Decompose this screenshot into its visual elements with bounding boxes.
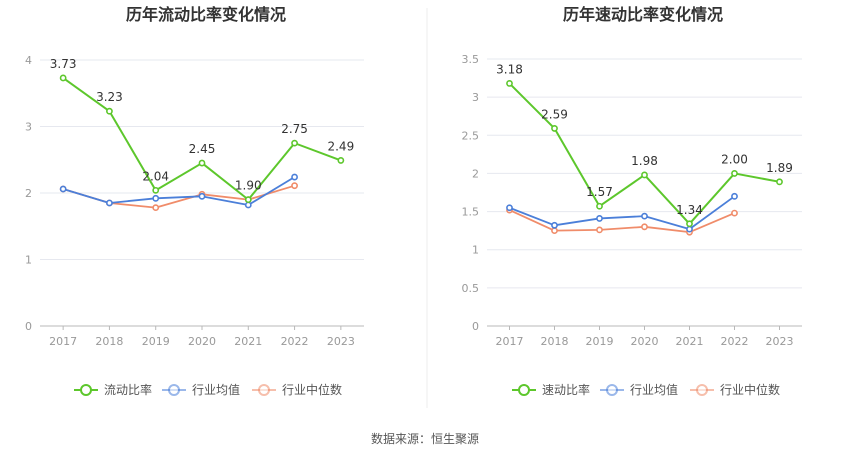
x-tick-label: 2018 bbox=[95, 335, 123, 348]
main-series-point bbox=[337, 157, 345, 164]
x-tick-label: 2019 bbox=[142, 335, 170, 348]
x-tick-label: 2023 bbox=[327, 335, 355, 348]
x-tick-label: 2022 bbox=[281, 335, 309, 348]
legend-label: 速动比率 bbox=[542, 382, 590, 397]
y-tick-label: 2 bbox=[25, 187, 32, 200]
x-tick-label: 2020 bbox=[631, 335, 659, 348]
y-tick-label: 3.5 bbox=[462, 53, 480, 66]
data-label: 2.59 bbox=[541, 107, 568, 121]
y-tick-label: 2.5 bbox=[462, 129, 480, 142]
x-tick-label: 2018 bbox=[541, 335, 569, 348]
data-label: 3.23 bbox=[96, 90, 123, 104]
main-series-point bbox=[59, 74, 67, 82]
data-label: 1.89 bbox=[766, 161, 793, 175]
legend-swatch-marker bbox=[518, 384, 530, 396]
average-series-point bbox=[596, 215, 603, 222]
average-series-point bbox=[59, 185, 67, 193]
legend-label: 行业中位数 bbox=[720, 382, 780, 397]
main-series-point bbox=[106, 107, 113, 115]
x-tick-label: 2023 bbox=[766, 335, 794, 348]
main-series-point bbox=[776, 178, 783, 186]
y-tick-label: 4 bbox=[25, 54, 32, 67]
x-tick-label: 2021 bbox=[234, 335, 262, 348]
main-series-point bbox=[198, 159, 206, 167]
data-label: 3.73 bbox=[50, 57, 77, 71]
data-label: 3.18 bbox=[496, 62, 523, 76]
x-tick-label: 2022 bbox=[721, 335, 749, 348]
data-label: 1.34 bbox=[676, 203, 703, 217]
y-tick-label: 3 bbox=[472, 91, 479, 104]
median-series-point bbox=[152, 204, 160, 212]
quick-ratio-chart: 历年速动比率变化情况 0 0.5 1 1.5 2 2.5 3 3.5 2017 2018 2019 20… bbox=[462, 5, 802, 397]
median-series-point bbox=[731, 209, 738, 217]
chart-title: 历年速动比率变化情况 bbox=[563, 5, 723, 24]
average-series-point bbox=[641, 212, 648, 220]
main-series-point bbox=[551, 125, 558, 132]
average-series-line bbox=[62, 176, 296, 206]
main-series-point bbox=[244, 196, 252, 204]
data-label: 2.45 bbox=[189, 142, 216, 156]
median-series-point bbox=[641, 223, 648, 231]
average-series-point bbox=[291, 173, 298, 181]
chart-title: 历年流动比率变化情况 bbox=[126, 5, 286, 24]
average-series-point bbox=[506, 204, 513, 212]
legend-swatch-marker bbox=[696, 384, 708, 396]
data-label: 1.57 bbox=[586, 185, 613, 199]
data-label: 2.00 bbox=[721, 152, 748, 166]
legend-swatch-marker bbox=[258, 384, 270, 396]
average-series-point bbox=[152, 194, 160, 202]
main-series-point bbox=[291, 139, 298, 147]
y-tick-label: 3 bbox=[25, 121, 32, 134]
main-series-point bbox=[152, 186, 160, 194]
legend-swatch-marker bbox=[80, 384, 92, 396]
main-series-point bbox=[686, 220, 693, 228]
main-series-point bbox=[641, 171, 648, 179]
data-label: 2.04 bbox=[142, 169, 169, 183]
y-tick-label: 2 bbox=[472, 167, 479, 180]
average-series-point bbox=[106, 199, 113, 207]
y-tick-label: 0.5 bbox=[462, 282, 480, 295]
y-tick-label: 0 bbox=[472, 320, 479, 333]
x-tick-label: 2020 bbox=[188, 335, 216, 348]
legend-label: 流动比率 bbox=[104, 382, 152, 397]
data-label: 2.75 bbox=[281, 122, 308, 136]
average-series-point bbox=[731, 192, 738, 200]
data-label: 1.90 bbox=[235, 179, 262, 193]
median-series-point bbox=[551, 227, 558, 235]
legend-label: 行业均值 bbox=[192, 382, 240, 397]
legend-label: 行业均值 bbox=[630, 382, 678, 397]
median-series-point bbox=[291, 182, 298, 190]
average-series-line bbox=[509, 195, 736, 231]
main-series-point bbox=[596, 202, 603, 210]
main-series-point bbox=[731, 170, 738, 177]
x-tick-label: 2021 bbox=[676, 335, 704, 348]
main-series-point bbox=[506, 80, 513, 87]
data-label: 1.98 bbox=[631, 154, 658, 168]
legend-swatch-marker bbox=[168, 384, 180, 396]
x-tick-label: 2017 bbox=[49, 335, 77, 348]
source-note: 数据来源：恒生聚源 bbox=[371, 431, 479, 446]
y-tick-label: 0 bbox=[25, 320, 32, 333]
median-series-line bbox=[509, 209, 735, 234]
y-tick-label: 1.5 bbox=[462, 206, 480, 219]
data-label: 2.49 bbox=[327, 139, 354, 153]
average-series-point bbox=[198, 192, 206, 200]
legend-swatch-marker bbox=[606, 384, 618, 396]
y-tick-label: 1 bbox=[472, 244, 479, 257]
y-tick-label: 1 bbox=[25, 254, 32, 267]
legend-label: 行业中位数 bbox=[282, 382, 342, 397]
average-series-point bbox=[686, 225, 693, 233]
average-series-point bbox=[551, 221, 558, 229]
average-series-point bbox=[244, 201, 252, 209]
x-tick-label: 2019 bbox=[586, 335, 614, 348]
x-tick-label: 2017 bbox=[496, 335, 524, 348]
current-ratio-chart: 历年流动比率变化情况 0 1 2 3 4 2017 2018 2019 2020 2021 2022 2… bbox=[25, 5, 364, 397]
median-series-point bbox=[596, 226, 603, 234]
